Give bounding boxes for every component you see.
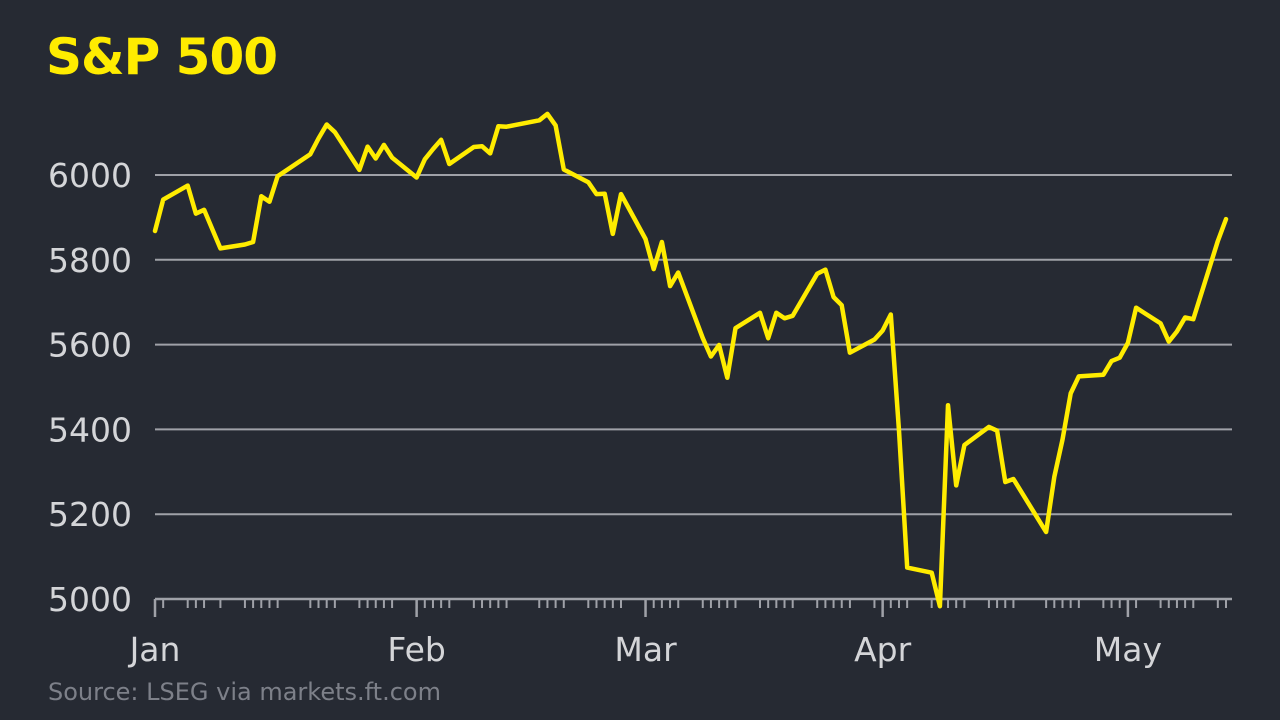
x-tick-label: Mar [614,630,677,669]
chart-title: S&P 500 [46,28,278,86]
gridlines [155,174,1232,516]
x-tick-label: Apr [854,630,912,669]
x-axis [153,597,1232,617]
y-tick-label: 6000 [48,156,132,195]
x-tick-label: May [1094,630,1162,669]
y-tick-label: 5200 [48,495,132,534]
x-tick-label: Jan [128,630,181,669]
series-line-sp500 [152,111,1229,609]
source-note: Source: LSEG via markets.ft.com [48,678,441,706]
x-tick-labels: Jan Feb Mar Apr May [128,630,1162,669]
y-tick-label: 5600 [48,326,132,365]
x-tick-label: Feb [387,630,445,669]
y-tick-labels: 5000 5200 5400 5600 5800 6000 [48,156,132,619]
y-tick-label: 5800 [48,241,132,280]
y-tick-label: 5400 [48,410,132,449]
y-tick-label: 5000 [48,580,132,619]
series-layer [152,111,1229,609]
